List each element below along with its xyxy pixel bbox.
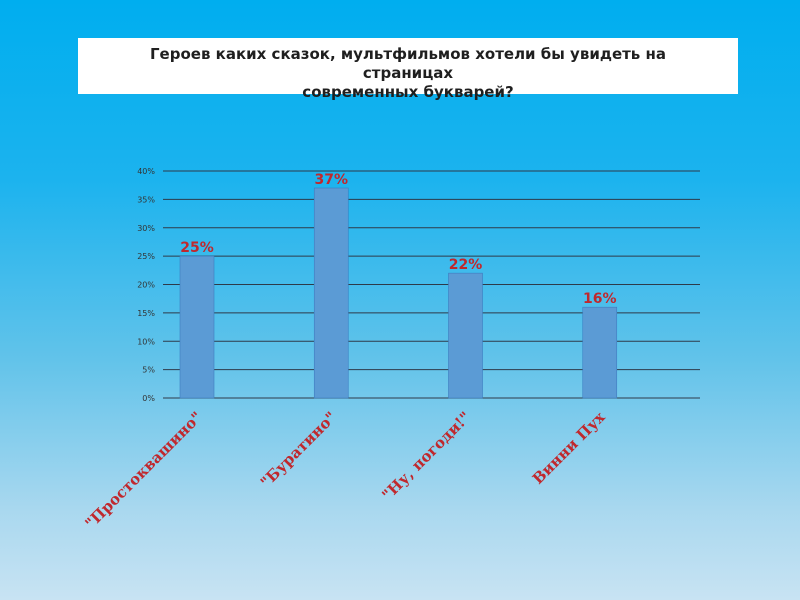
category-label: "Буратино" <box>257 408 340 491</box>
category-label: "Простоквашино" <box>81 408 205 532</box>
data-label: 37% <box>314 172 348 188</box>
y-tick-label: 0% <box>142 394 155 403</box>
chart-title-line-3: современных букварей? <box>302 83 514 101</box>
y-tick-label: 20% <box>137 281 155 290</box>
data-label: 16% <box>583 291 617 307</box>
y-tick-label: 30% <box>137 224 155 233</box>
bar <box>179 255 215 399</box>
y-tick-label: 35% <box>137 195 155 204</box>
y-tick-label: 15% <box>137 309 155 318</box>
chart-title-line-2: страницах <box>362 64 454 82</box>
category-label: Винни Пух <box>529 407 610 488</box>
y-tick-label: 25% <box>137 252 155 261</box>
data-label: 25% <box>180 240 214 256</box>
chart-title: Героев каких сказок, мультфильмов хотели… <box>78 38 738 101</box>
chart-title-line-1: Героев каких сказок, мультфильмов хотели… <box>150 45 666 63</box>
category-label: "Ну, погоди!" <box>378 408 474 504</box>
y-tick-label: 5% <box>142 366 155 375</box>
bar <box>582 306 618 399</box>
data-label: 22% <box>449 257 483 273</box>
y-tick-label: 40% <box>137 167 155 176</box>
y-tick-label: 10% <box>137 337 155 346</box>
bar <box>448 272 483 399</box>
bar <box>313 187 349 399</box>
